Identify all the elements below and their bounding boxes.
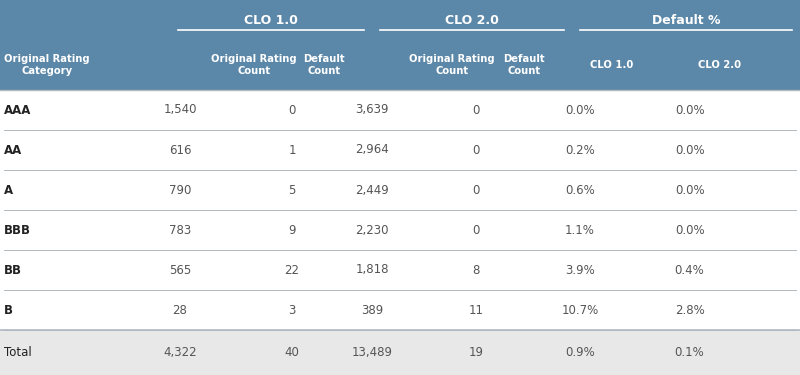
Text: 790: 790 bbox=[169, 183, 191, 196]
Text: AA: AA bbox=[4, 144, 22, 156]
Text: 0.0%: 0.0% bbox=[565, 104, 595, 117]
Text: 0.0%: 0.0% bbox=[674, 104, 705, 117]
Text: 0.1%: 0.1% bbox=[674, 346, 705, 359]
Text: CLO 2.0: CLO 2.0 bbox=[445, 13, 499, 27]
Text: Original Rating
Count: Original Rating Count bbox=[409, 54, 495, 76]
Text: 9: 9 bbox=[288, 224, 296, 237]
Text: 8: 8 bbox=[472, 264, 480, 276]
Text: 389: 389 bbox=[361, 303, 383, 316]
Text: Original Rating
Category: Original Rating Category bbox=[4, 54, 90, 76]
Text: 0.2%: 0.2% bbox=[565, 144, 595, 156]
Text: 10.7%: 10.7% bbox=[562, 303, 598, 316]
Text: Default
Count: Default Count bbox=[503, 54, 545, 76]
Text: 0: 0 bbox=[472, 183, 480, 196]
Bar bbox=[0, 90, 800, 130]
Text: Default
Count: Default Count bbox=[303, 54, 345, 76]
Text: 0.9%: 0.9% bbox=[565, 346, 595, 359]
Text: 0: 0 bbox=[472, 104, 480, 117]
Text: 3.9%: 3.9% bbox=[565, 264, 595, 276]
Text: 3,639: 3,639 bbox=[355, 104, 389, 117]
Text: 4,322: 4,322 bbox=[163, 346, 197, 359]
Text: 783: 783 bbox=[169, 224, 191, 237]
Text: 28: 28 bbox=[173, 303, 187, 316]
Text: BBB: BBB bbox=[4, 224, 31, 237]
Bar bbox=[0, 170, 800, 210]
Text: 1,818: 1,818 bbox=[355, 264, 389, 276]
Text: 0: 0 bbox=[472, 224, 480, 237]
Bar bbox=[0, 210, 800, 250]
Bar bbox=[0, 290, 800, 330]
Text: 3: 3 bbox=[288, 303, 296, 316]
Text: A: A bbox=[4, 183, 13, 196]
Bar bbox=[0, 330, 800, 375]
Text: 616: 616 bbox=[169, 144, 191, 156]
Text: 5: 5 bbox=[288, 183, 296, 196]
Text: Total: Total bbox=[4, 346, 32, 359]
Text: 2,230: 2,230 bbox=[355, 224, 389, 237]
Text: 1,540: 1,540 bbox=[163, 104, 197, 117]
Text: 2.8%: 2.8% bbox=[674, 303, 705, 316]
Bar bbox=[0, 0, 800, 90]
Text: Default %: Default % bbox=[652, 13, 720, 27]
Text: 1.1%: 1.1% bbox=[565, 224, 595, 237]
Text: 0: 0 bbox=[472, 144, 480, 156]
Text: 0.0%: 0.0% bbox=[674, 224, 705, 237]
Text: 11: 11 bbox=[469, 303, 483, 316]
Text: 0: 0 bbox=[288, 104, 296, 117]
Bar bbox=[0, 130, 800, 170]
Text: 22: 22 bbox=[285, 264, 299, 276]
Text: 0.6%: 0.6% bbox=[565, 183, 595, 196]
Bar bbox=[0, 250, 800, 290]
Text: 0.0%: 0.0% bbox=[674, 144, 705, 156]
Text: 13,489: 13,489 bbox=[351, 346, 393, 359]
Text: CLO 2.0: CLO 2.0 bbox=[698, 60, 742, 70]
Text: CLO 1.0: CLO 1.0 bbox=[244, 13, 298, 27]
Text: Original Rating
Count: Original Rating Count bbox=[211, 54, 297, 76]
Text: BB: BB bbox=[4, 264, 22, 276]
Text: 565: 565 bbox=[169, 264, 191, 276]
Text: 40: 40 bbox=[285, 346, 299, 359]
Text: 19: 19 bbox=[469, 346, 483, 359]
Text: 1: 1 bbox=[288, 144, 296, 156]
Text: 0.4%: 0.4% bbox=[674, 264, 705, 276]
Text: B: B bbox=[4, 303, 13, 316]
Text: 2,449: 2,449 bbox=[355, 183, 389, 196]
Text: 0.0%: 0.0% bbox=[674, 183, 705, 196]
Text: CLO 1.0: CLO 1.0 bbox=[590, 60, 634, 70]
Text: 2,964: 2,964 bbox=[355, 144, 389, 156]
Text: AAA: AAA bbox=[4, 104, 31, 117]
